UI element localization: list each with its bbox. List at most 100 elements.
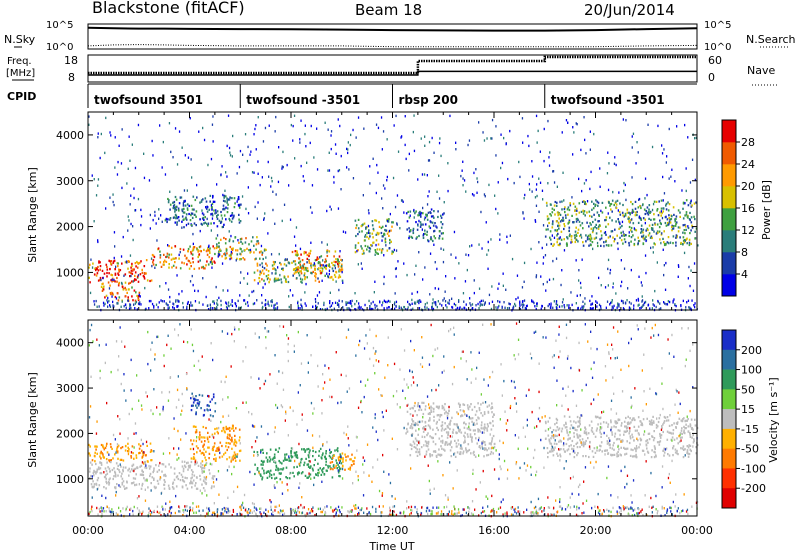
data-point [672,445,675,448]
data-point [282,267,284,270]
data-point [232,247,234,250]
data-point [151,139,153,143]
data-point [206,436,209,439]
data-point [495,306,497,309]
data-point [384,228,386,232]
data-point [463,410,465,413]
data-point [125,306,127,309]
data-point [203,470,205,473]
data-point [196,196,198,199]
data-point [434,443,437,446]
data-point [631,176,633,179]
data-point [657,124,659,128]
data-point [551,446,554,449]
data-point [583,305,585,308]
data-point [216,234,219,237]
data-point [375,243,377,247]
data-point [499,300,501,304]
data-point [338,305,340,308]
data-point [406,427,408,431]
data-point [124,286,126,289]
data-point [641,230,643,233]
data-point [130,456,133,459]
data-point [178,219,180,222]
data-point [362,223,364,226]
data-point [95,299,97,303]
data-point [430,211,432,215]
data-point [486,427,488,430]
data-point [228,217,231,220]
data-point [476,422,478,425]
data-point [650,246,652,250]
data-point [231,456,234,459]
data-point [222,428,225,431]
data-point [165,474,167,478]
data-point [592,227,595,230]
data-point [202,425,205,429]
data-point [163,260,165,264]
data-point [94,460,96,463]
data-point [571,303,573,307]
data-point [182,248,185,251]
data-point [555,429,557,432]
data-point [430,405,432,408]
data-point [509,303,511,306]
data-point [625,425,628,428]
data-point [530,357,533,360]
data-point [400,136,402,139]
data-point [594,435,597,438]
data-point [563,249,566,252]
data-point [536,261,538,264]
data-point [591,302,593,306]
data-point [153,485,156,488]
data-point [666,430,669,433]
data-point [326,440,328,444]
data-point [299,247,302,251]
data-point [597,244,599,248]
data-point [687,455,690,458]
data-point [648,204,651,207]
data-point [212,307,214,310]
data-point [226,469,229,472]
data-point [555,300,558,303]
data-point [489,422,492,425]
data-point [141,470,144,473]
data-point [163,483,165,486]
data-point [340,265,342,268]
data-point [332,454,334,457]
data-point [130,455,132,458]
data-point [174,261,176,264]
data-point [360,306,362,309]
data-point [590,303,592,306]
data-point [571,240,573,244]
data-point [338,467,341,470]
data-point [650,496,652,500]
data-point [212,477,214,481]
data-point [605,218,607,222]
data-point [178,253,180,257]
data-point [352,177,355,180]
velocity-scatter [88,322,699,518]
data-point [170,150,172,154]
data-point [607,212,609,215]
data-point [109,267,111,271]
data-point [108,299,110,303]
data-point [604,219,606,222]
data-point [547,496,549,499]
data-point [480,403,482,406]
data-point [693,438,695,441]
data-point [193,222,196,225]
data-point [576,441,579,444]
data-point [412,227,415,230]
data-point [685,199,688,202]
data-point [583,431,586,434]
data-point [201,464,204,467]
data-point [206,206,209,209]
data-point [145,272,147,275]
data-point [228,465,230,468]
data-point [229,429,231,432]
data-point [668,127,670,131]
data-point [583,200,585,203]
data-point [368,237,370,240]
data-point [668,177,670,180]
